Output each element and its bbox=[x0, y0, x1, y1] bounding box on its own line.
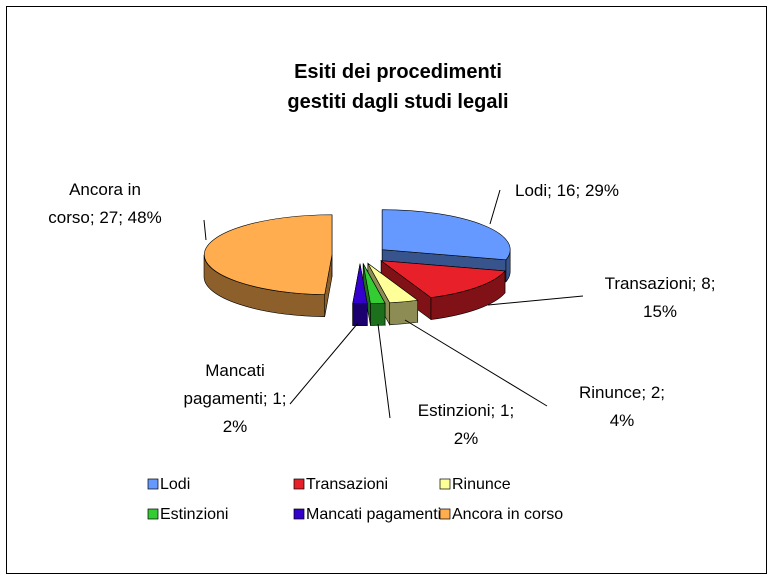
slice-outer-wall bbox=[390, 300, 418, 325]
legend-swatch bbox=[148, 479, 158, 489]
data-label: Lodi; 16; 29% bbox=[515, 181, 619, 200]
legend-swatch bbox=[148, 509, 158, 519]
legend-label: Ancora in corso bbox=[452, 506, 563, 523]
legend-swatch bbox=[294, 509, 304, 519]
legend-swatch bbox=[440, 479, 450, 489]
legend-label: Mancati pagamenti bbox=[306, 506, 441, 523]
slice-outer-wall bbox=[353, 304, 368, 326]
legend-label: Transazioni bbox=[306, 476, 388, 493]
legend-label: Estinzioni bbox=[160, 506, 228, 523]
legend-swatch bbox=[294, 479, 304, 489]
legend-swatch bbox=[440, 509, 450, 519]
slice-outer-wall bbox=[371, 303, 386, 326]
legend-label: Rinunce bbox=[452, 476, 511, 493]
legend-label: Lodi bbox=[160, 476, 190, 493]
